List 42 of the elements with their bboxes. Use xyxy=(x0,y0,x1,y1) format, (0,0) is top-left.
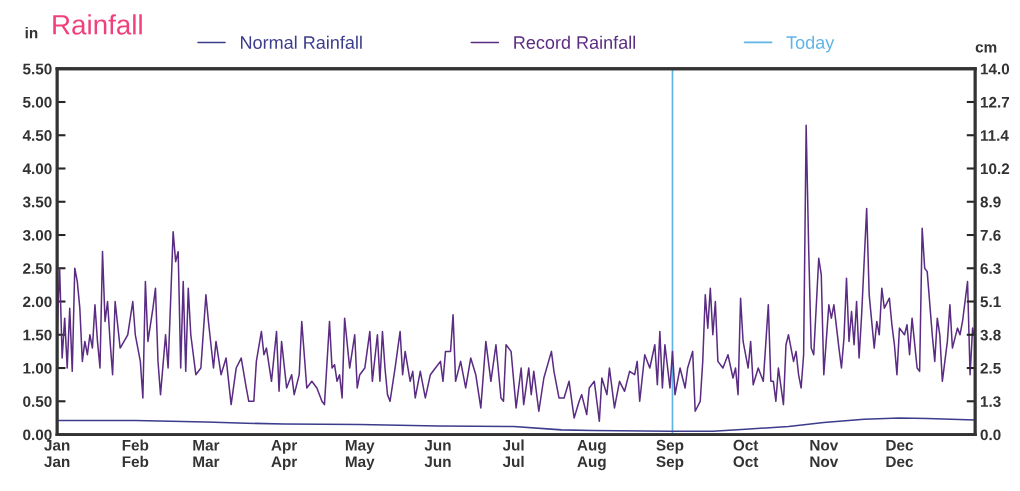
y2-tick-label: 0.0 xyxy=(980,429,1001,441)
y2-tick-label: 3.8 xyxy=(980,329,1001,341)
x-tick-label: Apr Apr xyxy=(271,439,298,471)
x-tick-label: Nov Nov xyxy=(810,439,839,468)
x-tick-label: Feb Feb xyxy=(122,439,149,468)
y2-tick-label: 10.2 xyxy=(980,163,1010,175)
x-tick-label: Dec Dec xyxy=(886,439,914,468)
legend-label: Record Rainfall xyxy=(514,35,636,49)
y-tick-label: 3.50 xyxy=(22,196,52,208)
y2-tick-label: 6.3 xyxy=(980,263,1001,274)
x-tick-label: Aug Aug xyxy=(577,439,606,471)
y2-axis-title: cm xyxy=(975,44,997,53)
y-tick-label: 0.00 xyxy=(23,429,52,441)
y-tick-label: 2.00 xyxy=(23,296,52,308)
x-tick-label: Sep Sep xyxy=(656,439,684,471)
chart-title: Rainfall xyxy=(53,14,142,35)
y-tick-label: 1.00 xyxy=(23,362,52,374)
y-tick-label: 5.50 xyxy=(23,63,52,75)
x-tick-label: May May xyxy=(345,439,375,471)
x-tick-label: Jun Jun xyxy=(424,439,451,468)
x-tick-label: Jan Jan xyxy=(44,439,70,468)
y2-tick-label: 8.9 xyxy=(980,196,1001,208)
y-tick-label: 4.00 xyxy=(22,163,52,175)
y-tick-label: 5.00 xyxy=(23,96,52,108)
y-tick-label: 1.50 xyxy=(23,329,52,341)
y2-tick-label: 2.5 xyxy=(980,362,1001,374)
y2-tick-label: 11.4 xyxy=(980,130,1009,141)
y-tick-label: 4.50 xyxy=(22,130,52,141)
x-tick-label: Oct Oct xyxy=(733,439,759,468)
x-tick-label: Mar Mar xyxy=(193,439,220,468)
y-tick-label: 2.50 xyxy=(23,263,52,274)
y-tick-label: 0.50 xyxy=(23,396,52,407)
y-axis-title: in xyxy=(25,27,38,39)
legend-label: Today xyxy=(786,35,835,53)
y2-tick-label: 12.7 xyxy=(980,96,1010,108)
x-tick-label: Jul Jul xyxy=(502,439,524,468)
y-tick-label: 3.00 xyxy=(22,229,52,241)
y2-tick-label: 1.3 xyxy=(980,396,1001,407)
legend-label: Normal Rainfall xyxy=(241,35,362,49)
y2-tick-label: 14.0 xyxy=(980,63,1010,75)
y2-tick-label: 5.1 xyxy=(980,296,1001,308)
y2-tick-label: 7.6 xyxy=(980,229,1001,241)
